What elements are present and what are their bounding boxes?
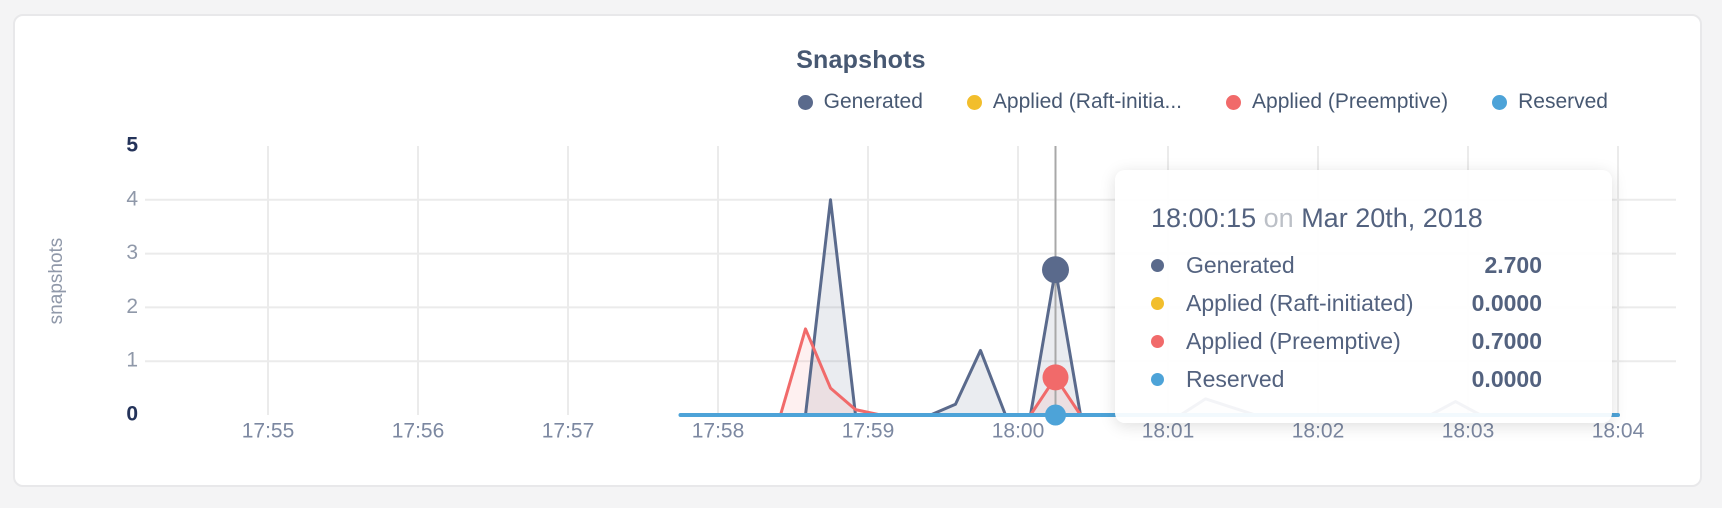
- tooltip-series-swatch-icon: [1151, 258, 1164, 272]
- tooltip-timestamp: 18:00:15 on Mar 20th, 2018: [1151, 198, 1542, 238]
- tooltip-row: Applied (Raft-initiated) 0.0000: [1151, 284, 1542, 322]
- legend-label: Applied (Preemptive): [1252, 90, 1449, 113]
- chart-title: Snapshots: [796, 46, 926, 74]
- tooltip-row: Generated 2.700: [1151, 246, 1542, 284]
- tooltip-series-swatch-icon: [1151, 296, 1164, 310]
- tooltip-series-label: Generated: [1186, 251, 1295, 278]
- tooltip-series-value: 2.700: [1484, 251, 1542, 278]
- legend-item-3[interactable]: Reserved: [1492, 90, 1608, 114]
- y-axis-tick-label: 4: [126, 187, 138, 210]
- y-axis-tick-label: 3: [126, 241, 138, 264]
- legend-label: Generated: [823, 90, 923, 113]
- legend-item-2[interactable]: Applied (Preemptive): [1226, 90, 1448, 114]
- x-axis-tick-label: 17:55: [242, 420, 295, 443]
- legend-swatch-icon: [966, 94, 982, 110]
- legend-item-0[interactable]: Generated: [797, 90, 923, 114]
- y-axis-title: snapshots: [46, 238, 67, 325]
- tooltip-row: Reserved 0.0000: [1151, 360, 1542, 398]
- tooltip-row: Applied (Preemptive) 0.7000: [1151, 322, 1542, 360]
- x-axis-tick-label: 18:03: [1442, 420, 1495, 443]
- x-axis-tick-label: 17:57: [542, 420, 595, 443]
- tooltip-series-swatch-icon: [1151, 334, 1164, 348]
- y-axis-tick-label: 0: [126, 403, 138, 426]
- legend-swatch-icon: [797, 94, 813, 110]
- legend-swatch-icon: [1226, 94, 1242, 110]
- x-axis-tick-label: 17:56: [392, 420, 445, 443]
- x-axis-tick-label: 18:01: [1142, 420, 1195, 443]
- legend-swatch-icon: [1492, 94, 1508, 110]
- tooltip-series-label: Reserved: [1186, 365, 1285, 392]
- legend-label: Reserved: [1518, 90, 1608, 113]
- y-axis-tick-label: 5: [126, 134, 138, 157]
- tooltip-series-value: 0.7000: [1471, 327, 1542, 354]
- x-axis-tick-label: 17:58: [692, 420, 745, 443]
- tooltip-rows: Generated 2.700 Applied (Raft-initiated) 0.…: [1151, 246, 1542, 398]
- y-axis-tick-label: 1: [126, 349, 138, 372]
- chart-legend: Generated Applied (Raft-initia... Applied …: [797, 90, 1608, 114]
- x-axis-tick-label: 18:02: [1292, 420, 1345, 443]
- x-axis-tick-label: 18:00: [992, 420, 1045, 443]
- hover-point-reserved: [1045, 404, 1066, 426]
- legend-label: Applied (Raft-initia...: [992, 90, 1183, 113]
- x-axis-tick-label: 18:04: [1592, 420, 1645, 443]
- series-line-2: [679, 327, 1620, 417]
- legend-item-1[interactable]: Applied (Raft-initia...: [966, 90, 1183, 114]
- hover-point-applied-preemptive-: [1042, 364, 1069, 391]
- y-axis-tick-label: 2: [126, 295, 138, 318]
- tooltip-time: 18:00:15: [1151, 203, 1257, 233]
- x-axis-tick-label: 17:59: [842, 420, 895, 443]
- tooltip-series-label: Applied (Raft-initiated): [1186, 289, 1414, 316]
- hover-point-generated: [1042, 256, 1069, 284]
- tooltip-conjunction: on: [1263, 203, 1294, 233]
- tooltip-date: Mar 20th, 2018: [1301, 203, 1483, 233]
- tooltip-series-value: 0.0000: [1471, 289, 1542, 316]
- tooltip-series-value: 0.0000: [1471, 365, 1542, 392]
- tooltip-series-swatch-icon: [1151, 372, 1164, 386]
- chart-hover-tooltip: 18:00:15 on Mar 20th, 2018 Generated 2.70…: [1115, 170, 1612, 423]
- tooltip-series-label: Applied (Preemptive): [1186, 327, 1401, 354]
